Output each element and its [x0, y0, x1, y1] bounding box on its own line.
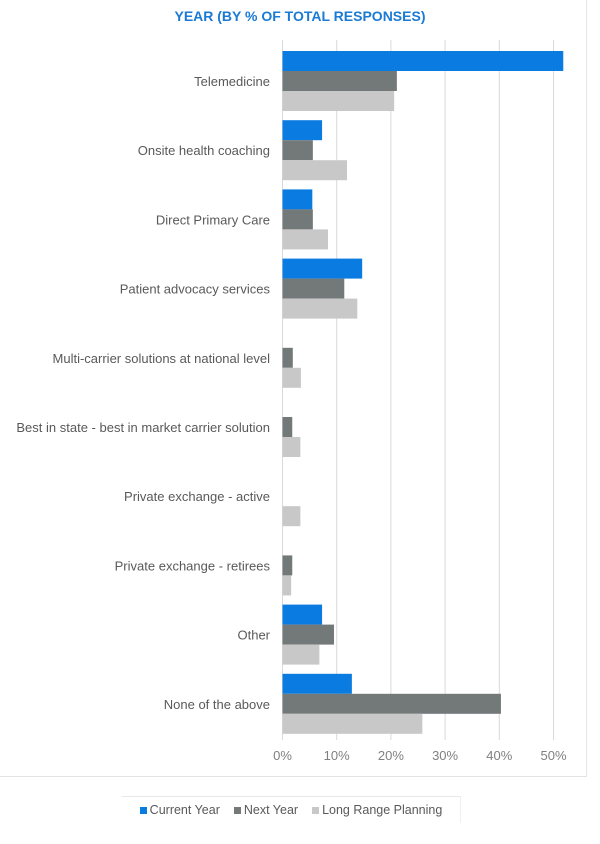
category-label: Private exchange - retirees	[115, 558, 271, 573]
bar-current-year	[282, 673, 352, 694]
legend-item-long-range-planning: Long Range Planning	[312, 803, 442, 817]
x-tick-label: 40%	[486, 748, 512, 763]
legend-swatch	[139, 806, 147, 814]
bar-current-year	[282, 189, 313, 210]
x-tick-labels: 0% 10% 20% 30% 40% 50%	[273, 748, 567, 763]
category-label: Onsite health coaching	[138, 143, 270, 158]
category-labels: Telemedicine Onsite health coaching Direct…	[16, 74, 270, 712]
x-tick-label: 0%	[273, 748, 292, 763]
category-label: Best in state - best in market carrier s…	[16, 420, 270, 435]
bar-long-range-planning	[282, 160, 347, 181]
bar-next-year	[282, 140, 313, 161]
bar-next-year	[282, 555, 293, 576]
bar-long-range-planning	[282, 713, 423, 734]
bar-current-year	[282, 120, 323, 141]
bar-current-year	[282, 51, 564, 71]
x-tick-label: 30%	[432, 748, 458, 763]
x-tick-label: 20%	[378, 748, 404, 763]
bar-next-year	[282, 209, 313, 230]
bar-next-year	[282, 71, 397, 91]
bar-long-range-planning	[282, 575, 292, 596]
bar-next-year	[282, 624, 334, 645]
category-label: Patient advocacy services	[120, 282, 271, 297]
bar-current-year	[282, 258, 363, 279]
chart-frame	[0, 0, 587, 777]
legend-item-current-year: Current Year	[139, 803, 220, 817]
bar-long-range-planning	[282, 644, 320, 665]
legend-label: Long Range Planning	[322, 803, 443, 817]
bar-next-year	[282, 347, 293, 368]
legend-swatch	[233, 806, 241, 814]
bar-next-year	[282, 417, 293, 437]
legend-item-next-year: Next Year	[233, 803, 299, 817]
bar-next-year	[282, 278, 345, 299]
x-tick-label: 50%	[540, 748, 566, 763]
bar-long-range-planning	[282, 229, 329, 250]
legend-label: Current Year	[149, 803, 220, 817]
bar-chart: Telemedicine Onsite health coaching Direct…	[16, 40, 567, 763]
category-label: Multi-carrier solutions at national leve…	[53, 351, 271, 366]
bar-long-range-planning	[282, 91, 395, 111]
bar-current-year	[282, 604, 323, 625]
bar-long-range-planning	[282, 298, 358, 319]
category-label: Direct Primary Care	[156, 212, 270, 227]
legend-label: Next Year	[243, 803, 299, 817]
bar-long-range-planning	[282, 367, 301, 388]
x-tick-label: 10%	[324, 748, 350, 763]
chart-title: YEAR (BY % OF TOTAL RESPONSES)	[174, 8, 426, 24]
category-label: Telemedicine	[194, 74, 270, 89]
bars	[282, 51, 564, 734]
bar-long-range-planning	[282, 506, 301, 527]
category-label: Other	[237, 628, 270, 643]
legend: Current Year Next Year Long Range Planning	[122, 796, 461, 823]
legend-swatch	[312, 806, 320, 814]
bar-next-year	[282, 693, 501, 714]
bar-long-range-planning	[282, 437, 301, 457]
category-label: Private exchange - active	[124, 489, 270, 504]
category-label: None of the above	[164, 697, 270, 712]
